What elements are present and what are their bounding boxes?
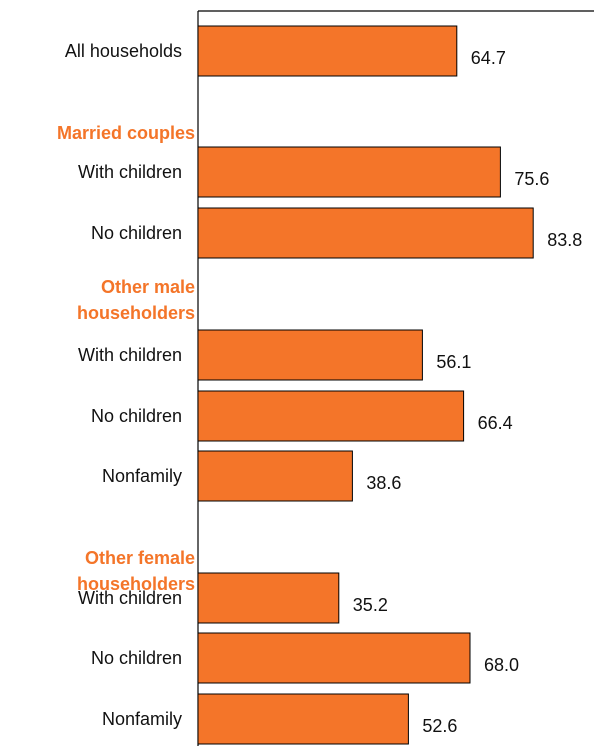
- category-label: No children: [91, 648, 182, 668]
- category-label: Nonfamily: [102, 709, 182, 729]
- group-label-line: Married couples: [57, 123, 195, 143]
- group-label-line: householders: [77, 574, 195, 594]
- value-label: 83.8: [547, 230, 582, 250]
- bar: [197, 390, 465, 442]
- bar: [197, 572, 340, 624]
- bar: [197, 25, 458, 77]
- category-label: With children: [78, 345, 182, 365]
- group-label-line: Other female: [85, 548, 195, 568]
- value-label: 35.2: [353, 595, 388, 615]
- chart-marks: All households 64.7 Married couples With ch…: [57, 25, 582, 745]
- bar: [197, 450, 353, 502]
- group-label-line: householders: [77, 303, 195, 323]
- value-label: 64.7: [471, 48, 506, 68]
- group-label: Other male householders: [77, 277, 195, 323]
- category-label: With children: [78, 162, 182, 182]
- category-label: With children: [78, 588, 182, 608]
- bar: [197, 146, 501, 198]
- group-label: Married couples: [57, 123, 195, 143]
- category-label: All households: [65, 41, 182, 61]
- bar: [197, 632, 471, 684]
- bar: [197, 693, 409, 745]
- value-label: 68.0: [484, 655, 519, 675]
- category-label: No children: [91, 223, 182, 243]
- value-label: 66.4: [478, 413, 513, 433]
- value-label: 56.1: [436, 352, 471, 372]
- bar: [197, 329, 423, 381]
- value-label: 52.6: [422, 716, 457, 736]
- bar: [197, 207, 534, 259]
- value-label: 75.6: [514, 169, 549, 189]
- category-label: No children: [91, 406, 182, 426]
- value-label: 38.6: [366, 473, 401, 493]
- group-label-line: Other male: [101, 277, 195, 297]
- category-label: Nonfamily: [102, 466, 182, 486]
- group-label: Other female householders: [77, 548, 195, 594]
